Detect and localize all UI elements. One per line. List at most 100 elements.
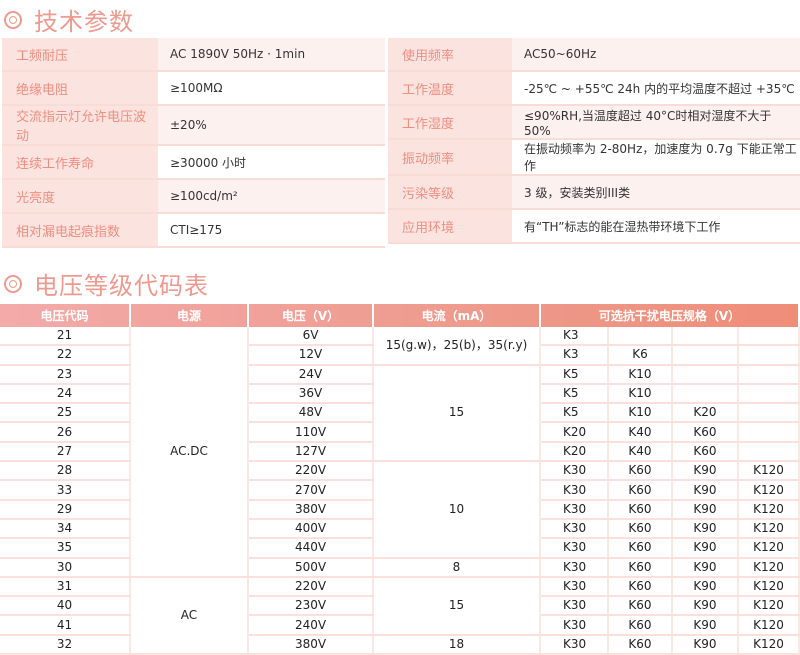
voltage-code: 31 <box>0 576 131 598</box>
voltage-code: 35 <box>0 538 131 559</box>
spec-option: K6 <box>608 345 673 366</box>
spec-option: K60 <box>672 422 739 443</box>
spec-label: 工作湿度 <box>388 105 512 140</box>
spec-option: K60 <box>608 576 673 598</box>
spec-label: 污染等级 <box>388 175 512 210</box>
spec-option: K120 <box>738 576 800 598</box>
spec-option <box>738 345 800 366</box>
spec-option: K120 <box>738 518 800 540</box>
table-row: 26 110V K20 K40 K60 <box>0 422 800 443</box>
spec-option: K60 <box>608 557 673 578</box>
voltage-code: 30 <box>0 557 131 578</box>
spec-value: CTI≥175 <box>158 213 385 248</box>
spec-row: 应用环境 有“TH”标志的能在湿热带环境下工作 <box>388 209 800 244</box>
table-row: 34 400V K30 K60 K90 K120 <box>0 518 800 540</box>
table-row: 27 127V K20 K40 K60 <box>0 441 800 463</box>
current: 15 <box>373 364 541 463</box>
spec-option <box>672 383 739 405</box>
voltage-code: 25 <box>0 403 131 424</box>
spec-label: 光亮度 <box>2 179 158 214</box>
table-row: 28 220V 10 K30 K60 K90 K120 <box>0 461 800 559</box>
voltage: 440V <box>248 538 374 559</box>
power-source: AC <box>130 576 249 655</box>
spec-option: K90 <box>672 480 739 501</box>
header-current: 电流（mA） <box>373 304 541 327</box>
spec-option: K90 <box>672 576 739 598</box>
spec-option: K30 <box>540 596 609 617</box>
voltage: 36V <box>248 383 374 405</box>
spec-option: K90 <box>672 518 739 540</box>
spec-label: 连续工作寿命 <box>2 145 158 180</box>
table-row: 40 230V K30 K60 K90 K120 <box>0 596 800 617</box>
table-row: 29 380V K30 K60 K90 K120 <box>0 499 800 520</box>
spec-option: K30 <box>540 615 609 636</box>
spec-option: K30 <box>540 538 609 559</box>
circle-bullet-icon <box>4 10 22 29</box>
spec-option: K60 <box>608 634 673 655</box>
spec-row: 交流指示灯允许电压波动 ±20% <box>2 105 385 146</box>
spec-value: ±20% <box>158 105 385 146</box>
voltage: 230V <box>248 596 374 617</box>
circle-bullet-icon <box>4 274 22 293</box>
voltage-code: 27 <box>0 441 131 463</box>
spec-value: ≥30000 小时 <box>158 145 385 180</box>
current: 18 <box>373 634 541 655</box>
current: 8 <box>373 557 541 578</box>
voltage-code-table: 电压代码 电源 电压（V） 电流（mA） 可选抗干扰电压规格（V） 21 AC.D… <box>0 304 800 655</box>
spec-option: K90 <box>672 557 739 578</box>
table-row: 30 500V 8 K30 K60 K90 K120 <box>0 557 800 578</box>
voltage: 110V <box>248 422 374 443</box>
spec-option: K120 <box>738 480 800 501</box>
spec-row: 工频耐压 AC 1890V 50Hz · 1min <box>2 38 385 72</box>
header-code: 电压代码 <box>0 304 131 327</box>
spec-option: K120 <box>738 615 800 636</box>
spec-option: K10 <box>608 403 673 424</box>
spec-option: K120 <box>738 461 800 482</box>
voltage-code: 34 <box>0 518 131 540</box>
spec-option <box>738 327 800 347</box>
spec-row: 污染等级 3 级，安装类别III类 <box>388 175 800 210</box>
voltage-code: 21 <box>0 327 131 347</box>
voltage: 24V <box>248 364 374 385</box>
spec-option: K40 <box>608 441 673 463</box>
table-row: 25 48V K5 K10 K20 <box>0 403 800 424</box>
spec-option: K5 <box>540 383 609 405</box>
power-source: AC.DC <box>130 327 249 578</box>
voltage: 380V <box>248 499 374 520</box>
spec-value: -25℃ ~ +55℃ 24h 内的平均温度不超过 +35℃ <box>512 71 800 106</box>
voltage: 270V <box>248 480 374 501</box>
spec-value: 3 级，安装类别III类 <box>512 175 800 210</box>
spec-table-right: 使用频率 AC50~60Hz 工作温度 -25℃ ~ +55℃ 24h 内的平均温度不… <box>388 38 800 244</box>
spec-row: 相对漏电起痕指数 CTI≥175 <box>2 213 385 248</box>
spec-value: AC50~60Hz <box>512 38 800 72</box>
spec-option: K5 <box>540 403 609 424</box>
spec-label: 振动频率 <box>388 139 512 176</box>
table-row: 41 240V K30 K60 K90 K120 <box>0 615 800 636</box>
spec-option: K30 <box>540 499 609 520</box>
spec-option: K90 <box>672 615 739 636</box>
spec-option: K60 <box>608 480 673 501</box>
spec-option <box>608 327 673 347</box>
spec-value: AC 1890V 50Hz · 1min <box>158 38 385 72</box>
section-title-voltage-codes: 电压等级代码表 <box>4 266 209 301</box>
spec-label: 相对漏电起痕指数 <box>2 213 158 248</box>
spec-option: K90 <box>672 596 739 617</box>
spec-option: K3 <box>540 327 609 347</box>
spec-row: 绝缘电阻 ≥100MΩ <box>2 71 385 106</box>
voltage: 127V <box>248 441 374 463</box>
voltage-code: 28 <box>0 461 131 482</box>
voltage-code: 23 <box>0 364 131 385</box>
spec-option: K10 <box>608 383 673 405</box>
spec-row: 光亮度 ≥100cd/m² <box>2 179 385 214</box>
voltage: 500V <box>248 557 374 578</box>
spec-option <box>738 422 800 443</box>
spec-label: 工作温度 <box>388 71 512 106</box>
spec-label: 应用环境 <box>388 209 512 244</box>
spec-option: K20 <box>672 403 739 424</box>
spec-option: K30 <box>540 480 609 501</box>
spec-label: 工频耐压 <box>2 38 158 72</box>
voltage: 48V <box>248 403 374 424</box>
spec-option: K60 <box>608 615 673 636</box>
spec-option: K120 <box>738 538 800 559</box>
spec-row: 使用频率 AC50~60Hz <box>388 38 800 72</box>
